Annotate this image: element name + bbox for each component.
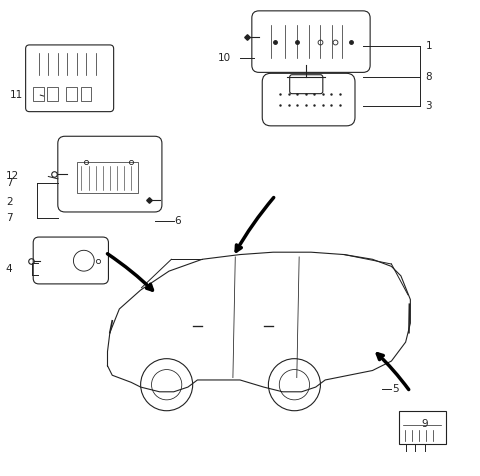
Text: 12: 12 <box>6 171 19 181</box>
Text: 11: 11 <box>10 90 23 100</box>
Bar <box>77 162 138 193</box>
Text: 5: 5 <box>392 385 399 395</box>
Text: 2: 2 <box>6 197 12 207</box>
Bar <box>66 87 77 101</box>
Text: 7: 7 <box>6 213 12 223</box>
Text: 7: 7 <box>6 178 12 188</box>
Text: 10: 10 <box>217 53 230 63</box>
Bar <box>398 411 446 444</box>
Bar <box>33 87 44 101</box>
Text: 9: 9 <box>421 418 428 428</box>
Text: 1: 1 <box>425 41 432 51</box>
Text: 3: 3 <box>425 101 432 111</box>
Text: 8: 8 <box>425 72 432 82</box>
Bar <box>81 87 91 101</box>
Text: 4: 4 <box>6 264 12 274</box>
Bar <box>48 87 58 101</box>
Text: 6: 6 <box>175 217 181 227</box>
